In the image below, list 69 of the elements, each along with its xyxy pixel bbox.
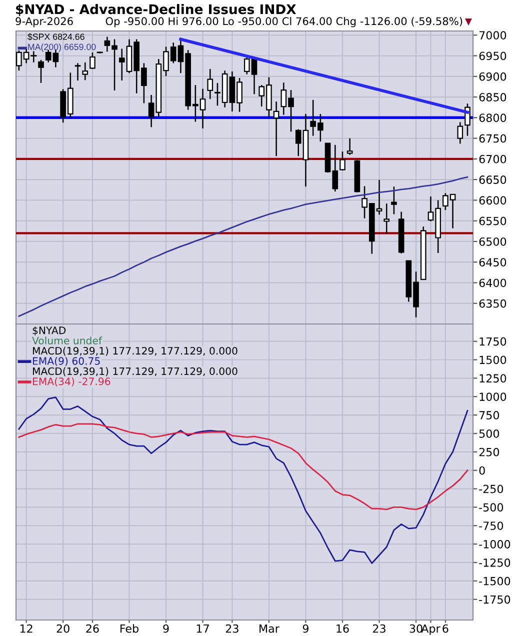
x-tick-label: 16: [336, 624, 349, 633]
x-tick-label: 9: [163, 624, 169, 633]
x-tick-label: Apr: [421, 624, 440, 635]
line-series: [18, 176, 468, 317]
x-tick-label: 23: [372, 624, 386, 633]
annotation: MACD(19,39,1) 177.129, 177.129, 0.000: [32, 367, 238, 376]
x-tick-label: 9: [302, 624, 308, 633]
legend-label: EMA(34) -27.96: [32, 377, 110, 386]
candlestick: [391, 186, 397, 215]
y-tick-label: 6900: [479, 72, 506, 81]
chart-title: $NYAD - Advance-Decline Issues INDX: [16, 4, 296, 16]
candlestick: [207, 68, 214, 100]
annotation: MACD(19,39,1) 177.129, 177.129, 0.000: [32, 346, 238, 356]
legend-label: EMA(9) 60.75: [32, 356, 100, 366]
annotation: $SPX 6824.66: [28, 33, 84, 40]
y-tick-label: 6450: [479, 258, 506, 266]
x-tick-label: 17: [196, 624, 209, 633]
candlestick: [74, 62, 81, 82]
x-tick-label: Feb: [120, 624, 138, 633]
y-tick-label: 6650: [479, 176, 506, 184]
legend-label: MA(200) 6659.00: [28, 44, 96, 52]
y-tick-label: 7000: [479, 31, 506, 40]
y-tick-label: 6600: [479, 196, 506, 205]
y-tick-label: 1000: [480, 392, 506, 401]
y-tick-label: 250: [479, 448, 500, 456]
candlestick: [273, 100, 280, 157]
y-tick-label: -1500: [479, 576, 510, 586]
y-tick-label: -1000: [479, 540, 510, 548]
x-tick-label: 12: [20, 624, 32, 633]
text: ▼: [465, 18, 472, 26]
candlestick: [90, 52, 96, 70]
candlestick: [82, 62, 88, 81]
x-tick-label: Mar: [260, 624, 280, 633]
line-series: [18, 396, 468, 564]
annotation: $NYAD: [32, 326, 66, 336]
text: 9-Apr-2026: [16, 17, 73, 28]
x-tick-label: 26: [86, 624, 99, 633]
y-tick-label: 6700: [479, 154, 506, 164]
x-tick-label: 6: [442, 624, 448, 633]
y-tick-label: -1750: [479, 595, 510, 604]
y-tick-label: 6400: [479, 278, 506, 288]
y-tick-label: 1250: [480, 374, 506, 383]
y-tick-label: 750: [479, 411, 500, 420]
y-tick-label: 1500: [480, 356, 506, 364]
y-tick-label: -1250: [479, 558, 510, 567]
y-tick-label: 6350: [479, 299, 506, 308]
y-tick-label: 6800: [479, 114, 506, 122]
candlestick: [384, 202, 390, 234]
y-tick-label: 6850: [479, 93, 506, 102]
x-tick-label: 23: [226, 624, 238, 633]
y-tick-label: -500: [479, 503, 504, 512]
candlestick: [457, 122, 464, 144]
y-tick-label: 0: [479, 466, 485, 475]
y-tick-label: 1750: [480, 337, 506, 346]
candlestick: [340, 150, 346, 172]
y-tick-label: 6950: [479, 52, 506, 60]
y-tick-label: -750: [479, 522, 504, 530]
y-tick-label: 6750: [479, 134, 506, 143]
annotation: Volume undef: [32, 336, 102, 344]
candlestick: [38, 59, 44, 84]
y-tick-label: 6550: [479, 216, 506, 226]
y-tick-label: -250: [479, 484, 504, 494]
candlestick: [346, 138, 353, 156]
x-tick-label: 20: [56, 624, 70, 633]
y-tick-label: 6500: [479, 237, 506, 246]
chart-subtitle: Op -950.00 Hi 976.00 Lo -950.00 Cl 764.00 Chg -1126.00 (-59.58%): [106, 17, 462, 28]
y-tick-label: 500: [479, 429, 500, 438]
line-series: [18, 423, 468, 510]
x-tick-label: 30: [410, 624, 422, 633]
